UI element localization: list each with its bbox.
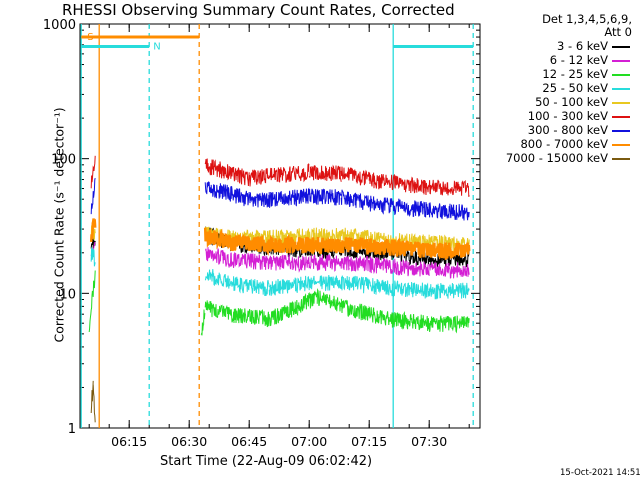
x-tick-label: 07:15 xyxy=(351,434,387,449)
legend-swatch xyxy=(612,102,630,104)
legend-header-line-1: Det 1,3,4,5,6,9, xyxy=(542,12,632,26)
legend-swatch xyxy=(612,60,630,62)
footer-timestamp: 15-Oct-2021 14:51 xyxy=(560,468,640,478)
y-tick-label: 1000 xyxy=(43,18,76,33)
legend-item: 300 - 800 keV xyxy=(482,123,632,137)
legend-item-label: 100 - 300 keV xyxy=(527,109,608,123)
flag-bar-label: S xyxy=(87,32,93,43)
series-line xyxy=(90,247,470,300)
legend-swatch xyxy=(612,88,630,90)
series-line xyxy=(90,380,96,423)
legend-item: 50 - 100 keV xyxy=(482,95,632,109)
chart-title: RHESSI Observing Summary Count Rates, Co… xyxy=(62,1,455,19)
x-axis-label: Start Time (22-Aug-09 06:02:42) xyxy=(160,454,373,469)
legend-item-label: 3 - 6 keV xyxy=(557,39,608,53)
legend-item-label: 50 - 100 keV xyxy=(535,95,608,109)
series-line xyxy=(88,270,470,336)
x-tick-label: 07:00 xyxy=(291,434,327,449)
legend-swatch xyxy=(612,158,630,160)
legend-swatch xyxy=(612,116,630,118)
y-tick-label: 100 xyxy=(51,153,76,168)
series-line xyxy=(89,218,471,261)
legend-item-label: 12 - 25 keV xyxy=(542,67,608,81)
legend-header-line-2: Att 0 xyxy=(604,25,632,39)
series-line xyxy=(90,155,470,197)
y-tick-label: 10 xyxy=(59,287,76,302)
legend: Det 1,3,4,5,6,9, Att 0 3 - 6 keV 6 - 12 k… xyxy=(482,12,632,166)
y-axis-label: Corrected Count Rate (s⁻¹ detector⁻¹) xyxy=(51,107,67,343)
legend-item: 12 - 25 keV xyxy=(482,67,632,81)
x-tick-label: 07:30 xyxy=(411,434,447,449)
legend-swatch xyxy=(612,74,630,76)
legend-item: 25 - 50 keV xyxy=(482,81,632,95)
legend-item-label: 25 - 50 keV xyxy=(542,81,608,95)
x-tick-label: 06:30 xyxy=(171,434,207,449)
flag-bar-label: N xyxy=(153,42,160,53)
legend-item-label: 800 - 7000 keV xyxy=(520,137,608,151)
y-tick-label: 1 xyxy=(68,422,76,437)
legend-item-label: 6 - 12 keV xyxy=(549,53,608,67)
legend-item: 7000 - 15000 keV xyxy=(482,151,632,165)
legend-item: 3 - 6 keV xyxy=(482,39,632,53)
legend-item: 6 - 12 keV xyxy=(482,53,632,67)
legend-swatch xyxy=(612,144,630,146)
legend-item-label: 7000 - 15000 keV xyxy=(505,151,608,165)
legend-swatch xyxy=(612,130,630,132)
legend-rows: 3 - 6 keV 6 - 12 keV 12 - 25 keV 25 - 50 ke… xyxy=(482,39,632,165)
x-tick-label: 06:45 xyxy=(231,434,267,449)
legend-item: 800 - 7000 keV xyxy=(482,137,632,151)
legend-item-label: 300 - 800 keV xyxy=(527,123,608,137)
series-line xyxy=(90,177,470,221)
plot-frame xyxy=(79,23,481,429)
legend-swatch xyxy=(612,46,630,48)
x-tick-label: 06:15 xyxy=(111,434,147,449)
legend-item: 100 - 300 keV xyxy=(482,109,632,123)
